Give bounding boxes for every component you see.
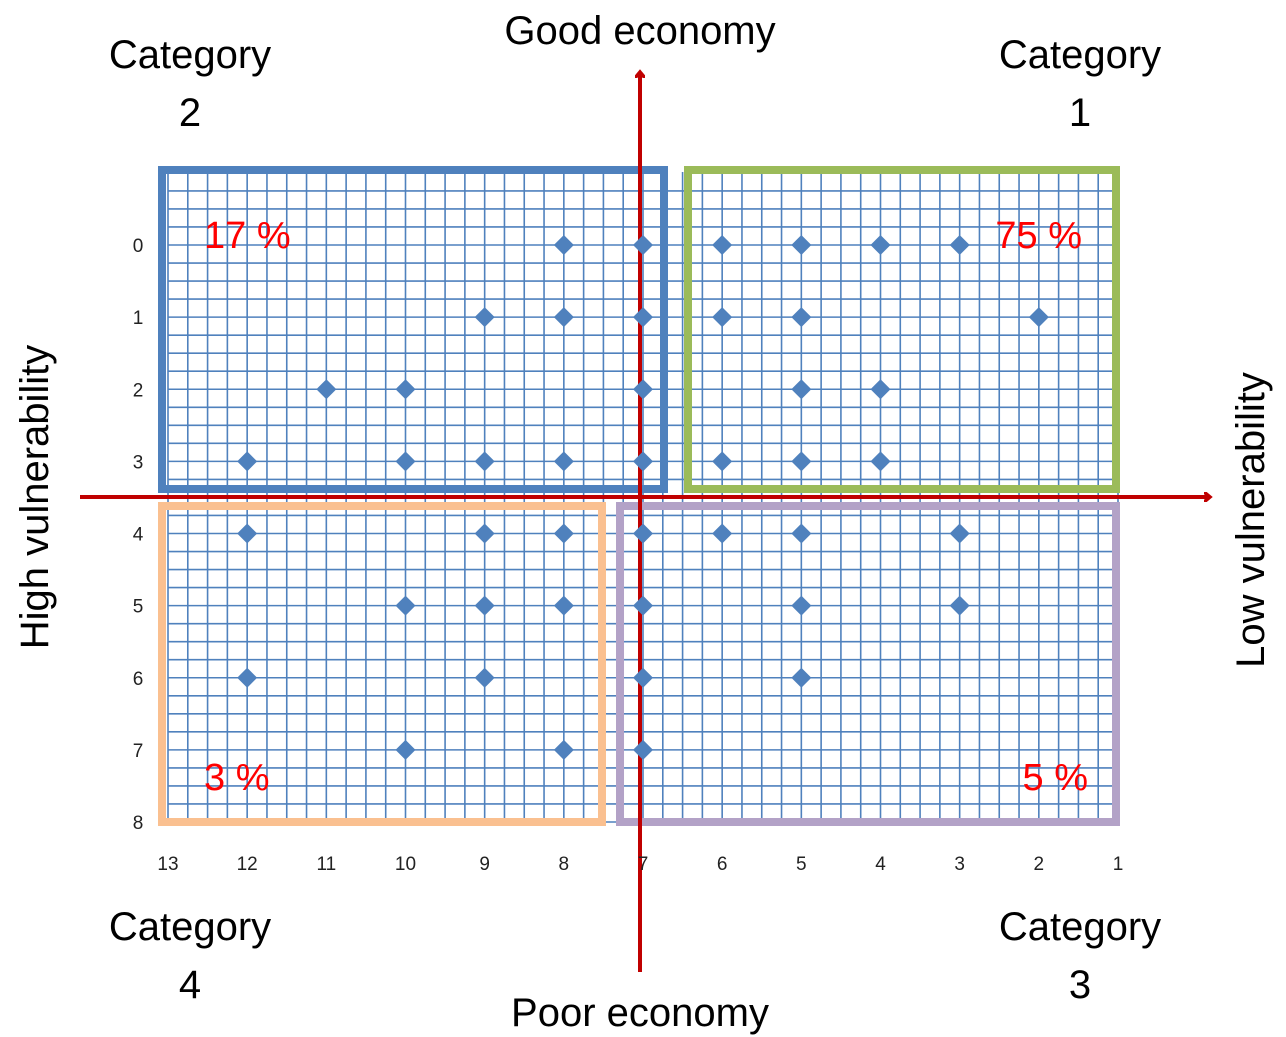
y-tick-label: 0: [133, 236, 144, 257]
data-point: [712, 523, 733, 544]
data-point: [1028, 307, 1049, 328]
data-point: [553, 307, 574, 328]
data-point: [712, 451, 733, 472]
category-4-box: [158, 502, 606, 826]
x-tick-label: 1: [1113, 854, 1124, 875]
data-point: [791, 307, 812, 328]
data-points: [237, 235, 1049, 760]
category-boxes: [158, 166, 1120, 826]
data-point: [316, 379, 337, 400]
y-tick-label: 5: [133, 597, 144, 618]
y-tick-label: 7: [133, 741, 144, 762]
data-point: [712, 307, 733, 328]
data-point: [870, 379, 891, 400]
category-4-title: Category: [109, 905, 271, 949]
data-point: [791, 235, 812, 255]
x-tick-label: 5: [796, 854, 807, 875]
category-3-box: [616, 502, 1120, 826]
data-point: [633, 379, 653, 400]
quadrant-axes: [80, 72, 1210, 972]
data-point: [633, 595, 653, 616]
data-point: [553, 451, 574, 472]
left-axis-label: High vulnerability: [13, 345, 57, 650]
y-tick-label: 6: [133, 669, 144, 690]
bottom-axis-label: Poor economy: [511, 991, 769, 1035]
data-point: [553, 739, 574, 760]
data-point: [395, 451, 416, 472]
x-tick-label: 6: [717, 854, 728, 875]
x-tick-label: 2: [1034, 854, 1045, 875]
y-tick-label: 2: [133, 380, 144, 401]
data-point: [791, 667, 812, 688]
data-point: [553, 595, 574, 616]
category-4-number: 4: [179, 963, 201, 1007]
data-point: [633, 235, 653, 255]
y-tick-label: 1: [133, 308, 144, 329]
data-point: [791, 379, 812, 400]
data-point: [870, 235, 891, 255]
x-tick-label: 8: [559, 854, 570, 875]
category-3-title: Category: [999, 905, 1161, 949]
right-axis-label: Low vulnerability: [1229, 372, 1273, 668]
data-point: [474, 667, 495, 688]
top-axis-label: Good economy: [504, 9, 775, 53]
category-1-number: 1: [1069, 91, 1091, 135]
data-point: [553, 523, 574, 544]
data-point: [474, 523, 495, 544]
y-tick-label: 4: [133, 525, 144, 546]
x-tick-label: 4: [875, 854, 886, 875]
x-tick-label: 3: [954, 854, 965, 875]
data-point: [237, 667, 258, 688]
x-tick-label: 11: [316, 854, 336, 875]
data-point: [237, 451, 258, 472]
category-labels: Category 1 Category 2 Category 3 Category 4: [109, 33, 1161, 1007]
data-point: [474, 307, 495, 328]
data-point: [395, 739, 416, 760]
y-tick-label: 3: [133, 452, 144, 473]
data-point: [791, 451, 812, 472]
y-tick-label: 8: [133, 813, 144, 834]
category-1-box: [684, 166, 1120, 493]
x-tick-label: 12: [237, 854, 258, 875]
data-point: [633, 451, 653, 472]
x-tick-label: 13: [157, 854, 178, 875]
category-2-box: [158, 166, 668, 493]
data-point: [633, 523, 653, 544]
data-point: [633, 307, 653, 328]
data-point: [791, 523, 812, 544]
data-point: [474, 451, 495, 472]
category-1-title: Category: [999, 33, 1161, 77]
data-point: [395, 595, 416, 616]
data-point: [633, 739, 653, 760]
data-point: [395, 379, 416, 400]
category-1-percent: 75 %: [995, 215, 1082, 257]
category-3-number: 3: [1069, 963, 1091, 1007]
category-4-percent: 3 %: [204, 757, 269, 799]
category-2-number: 2: [179, 91, 201, 135]
category-3-percent: 5 %: [1023, 757, 1088, 799]
category-percentages: 75 % 17 % 5 % 3 %: [204, 215, 1088, 799]
x-tick-label: 9: [479, 854, 490, 875]
data-point: [949, 235, 970, 255]
data-point: [949, 523, 970, 544]
data-point: [633, 667, 653, 688]
data-point: [949, 595, 970, 616]
data-point: [791, 595, 812, 616]
category-2-percent: 17 %: [204, 215, 291, 257]
data-point: [474, 595, 495, 616]
data-point: [553, 235, 574, 255]
data-point: [870, 451, 891, 472]
category-2-title: Category: [109, 33, 271, 77]
x-tick-label: 10: [395, 854, 416, 875]
x-tick-label: 7: [638, 854, 649, 875]
data-point: [237, 523, 258, 544]
data-point: [712, 235, 733, 255]
